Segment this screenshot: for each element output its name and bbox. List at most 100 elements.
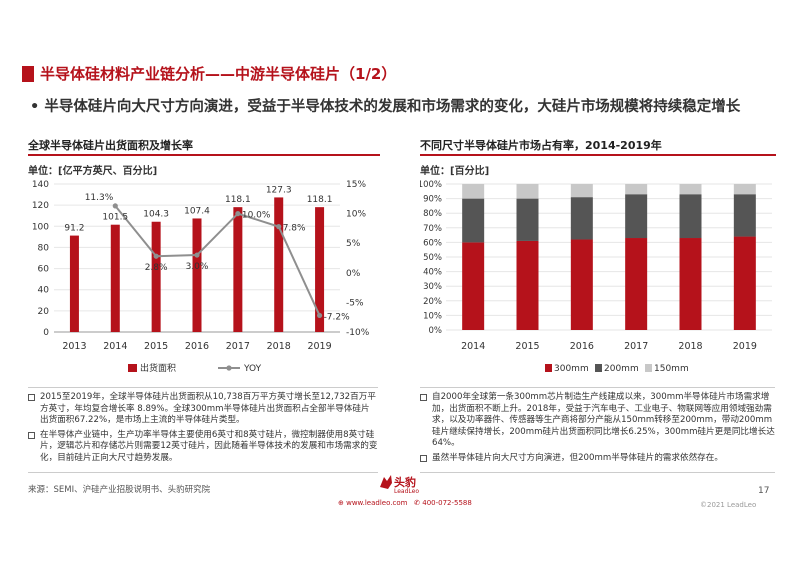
yoy-data-label: 2.8%	[145, 263, 168, 273]
x-tick-label: 2016	[570, 341, 594, 352]
y-tick-label: 0	[43, 328, 49, 338]
bar-data-label: 107.4	[184, 206, 210, 216]
x-tick-label: 2015	[515, 341, 539, 352]
bar	[274, 197, 284, 332]
stacked-bar-segment	[733, 236, 756, 330]
y-tick-label: 60	[38, 265, 50, 275]
bar	[110, 224, 120, 332]
bar	[192, 218, 202, 332]
legend-swatch	[595, 364, 602, 372]
yoy-point	[235, 211, 241, 217]
y-tick-label: 20%	[423, 297, 442, 307]
yoy-line	[114, 205, 321, 316]
y-tick-label: 90%	[423, 195, 442, 205]
yoy-point	[112, 203, 118, 209]
y2-tick-label: 5%	[346, 239, 361, 249]
checkbox-icon	[28, 431, 35, 439]
y-tick-label: 140	[32, 180, 49, 190]
logo-text: 头豹	[394, 476, 416, 489]
x-tick-label: 2015	[144, 341, 168, 352]
copyright: ©2021 LeadLeo	[700, 501, 757, 509]
y-tick-label: 60%	[423, 238, 442, 248]
left-note-1: 2015至2019年，全球半导体硅片出货面积从10,738百万平方英寸增长至12…	[28, 392, 378, 427]
bar-data-label: 104.3	[143, 210, 169, 220]
stacked-bar-segment	[625, 194, 648, 239]
x-tick-label: 2018	[678, 341, 702, 352]
stacked-bar-segment	[462, 198, 485, 243]
y-tick-label: 80%	[423, 209, 442, 219]
yoy-data-label: 10.0%	[242, 211, 271, 221]
bar	[151, 221, 161, 332]
stacked-bar-segment	[570, 197, 593, 240]
y-tick-label: 100%	[420, 180, 442, 190]
stacked-bar-segment	[625, 238, 648, 330]
y-tick-label: 80	[38, 243, 50, 253]
x-tick-label: 2013	[62, 341, 86, 352]
legend-label: 200mm	[604, 364, 639, 374]
right-chart-unit: 单位：[百分比]	[420, 166, 490, 177]
bar-data-label: 118.1	[225, 195, 251, 205]
x-tick-label: 2017	[624, 341, 648, 352]
checkbox-icon	[420, 394, 427, 401]
stacked-bar-segment	[679, 184, 702, 195]
bar	[69, 235, 79, 332]
phone-icon: ✆	[414, 499, 421, 507]
bar-data-label: 127.3	[266, 185, 292, 195]
legend-line-label: YOY	[243, 364, 262, 374]
yoy-point	[316, 312, 323, 319]
left-chart-rule	[28, 154, 380, 156]
y-tick-label: 10%	[423, 311, 442, 321]
yoy-point	[194, 252, 200, 258]
bar-data-label: 101.5	[102, 213, 128, 223]
stacked-bar-segment	[516, 198, 539, 241]
page-number: 17	[758, 486, 770, 496]
y-tick-label: 50%	[423, 253, 442, 263]
source-note: 来源：SEMI、沪硅产业招股说明书、头豹研究院	[28, 485, 211, 495]
right-chart-heading: 不同尺寸半导体硅片市场占有率，2014-2019年	[420, 139, 662, 152]
stacked-bar-segment	[625, 184, 648, 195]
legend-line-marker	[226, 365, 232, 371]
legend-label: 150mm	[654, 364, 689, 374]
y-tick-label: 0%	[429, 326, 443, 336]
legend-swatch	[645, 364, 652, 372]
checkbox-icon	[28, 394, 35, 401]
stacked-bar-segment	[462, 242, 485, 330]
y-tick-label: 40%	[423, 268, 442, 278]
y2-tick-label: 0%	[346, 269, 361, 279]
stacked-bar-segment	[679, 238, 702, 330]
y-tick-label: 30%	[423, 282, 442, 292]
phone-number: 400-072-5588	[422, 499, 472, 507]
yoy-data-label: -7.2%	[324, 312, 351, 322]
x-tick-label: 2014	[103, 341, 127, 352]
y-tick-label: 40	[38, 286, 50, 296]
yoy-data-label: 3.0%	[186, 262, 209, 272]
left-chart-heading: 全球半导体硅片出货面积及增长率	[28, 139, 193, 152]
stacked-bar-segment	[733, 194, 756, 237]
y-tick-label: 70%	[423, 224, 442, 234]
right-note-2: 虽然半导体硅片向大尺寸方向演进，但200mm半导体硅片的需求依然存在。	[420, 453, 775, 465]
y2-tick-label: 15%	[346, 180, 366, 190]
yoy-point	[153, 253, 159, 259]
website-link[interactable]: www.leadleo.com	[346, 499, 408, 507]
stacked-bar-segment	[516, 240, 539, 330]
leopard-logo-icon	[380, 475, 392, 489]
x-tick-label: 2017	[226, 341, 250, 352]
bar	[233, 207, 243, 332]
right-chart: 0% 10% 20% 30% 40% 50% 60% 70% 80% 90% 100% 2014 201…	[420, 180, 772, 374]
left-notes: 2015至2019年，全球半导体硅片出货面积从10,738百万平方英寸增长至12…	[28, 387, 378, 473]
stacked-bar-segment	[570, 239, 593, 330]
left-chart: 0 20 40 60 80 100 120 140 -10% -5% 0% 5% 10% 15% 2013 2…	[32, 180, 370, 374]
stacked-bar-segment	[679, 194, 702, 239]
contact-line: ⊕ www.leadleo.com ✆ 400-072-5588	[338, 499, 472, 507]
stacked-bar-segment	[570, 184, 593, 198]
y2-tick-label: 10%	[346, 210, 366, 220]
legend-label: 300mm	[554, 364, 589, 374]
x-tick-label: 2016	[185, 341, 209, 352]
left-note-2: 在半导体产业链中，生产功率半导体主要使用6英寸和8英寸硅片，微控制器使用8英寸硅…	[28, 430, 378, 465]
checkbox-icon	[420, 454, 427, 462]
yoy-data-label: 7.8%	[283, 224, 306, 234]
legend-swatch	[545, 364, 552, 372]
globe-icon: ⊕	[338, 499, 344, 507]
x-tick-label: 2019	[733, 341, 757, 352]
x-tick-label: 2014	[461, 341, 485, 352]
